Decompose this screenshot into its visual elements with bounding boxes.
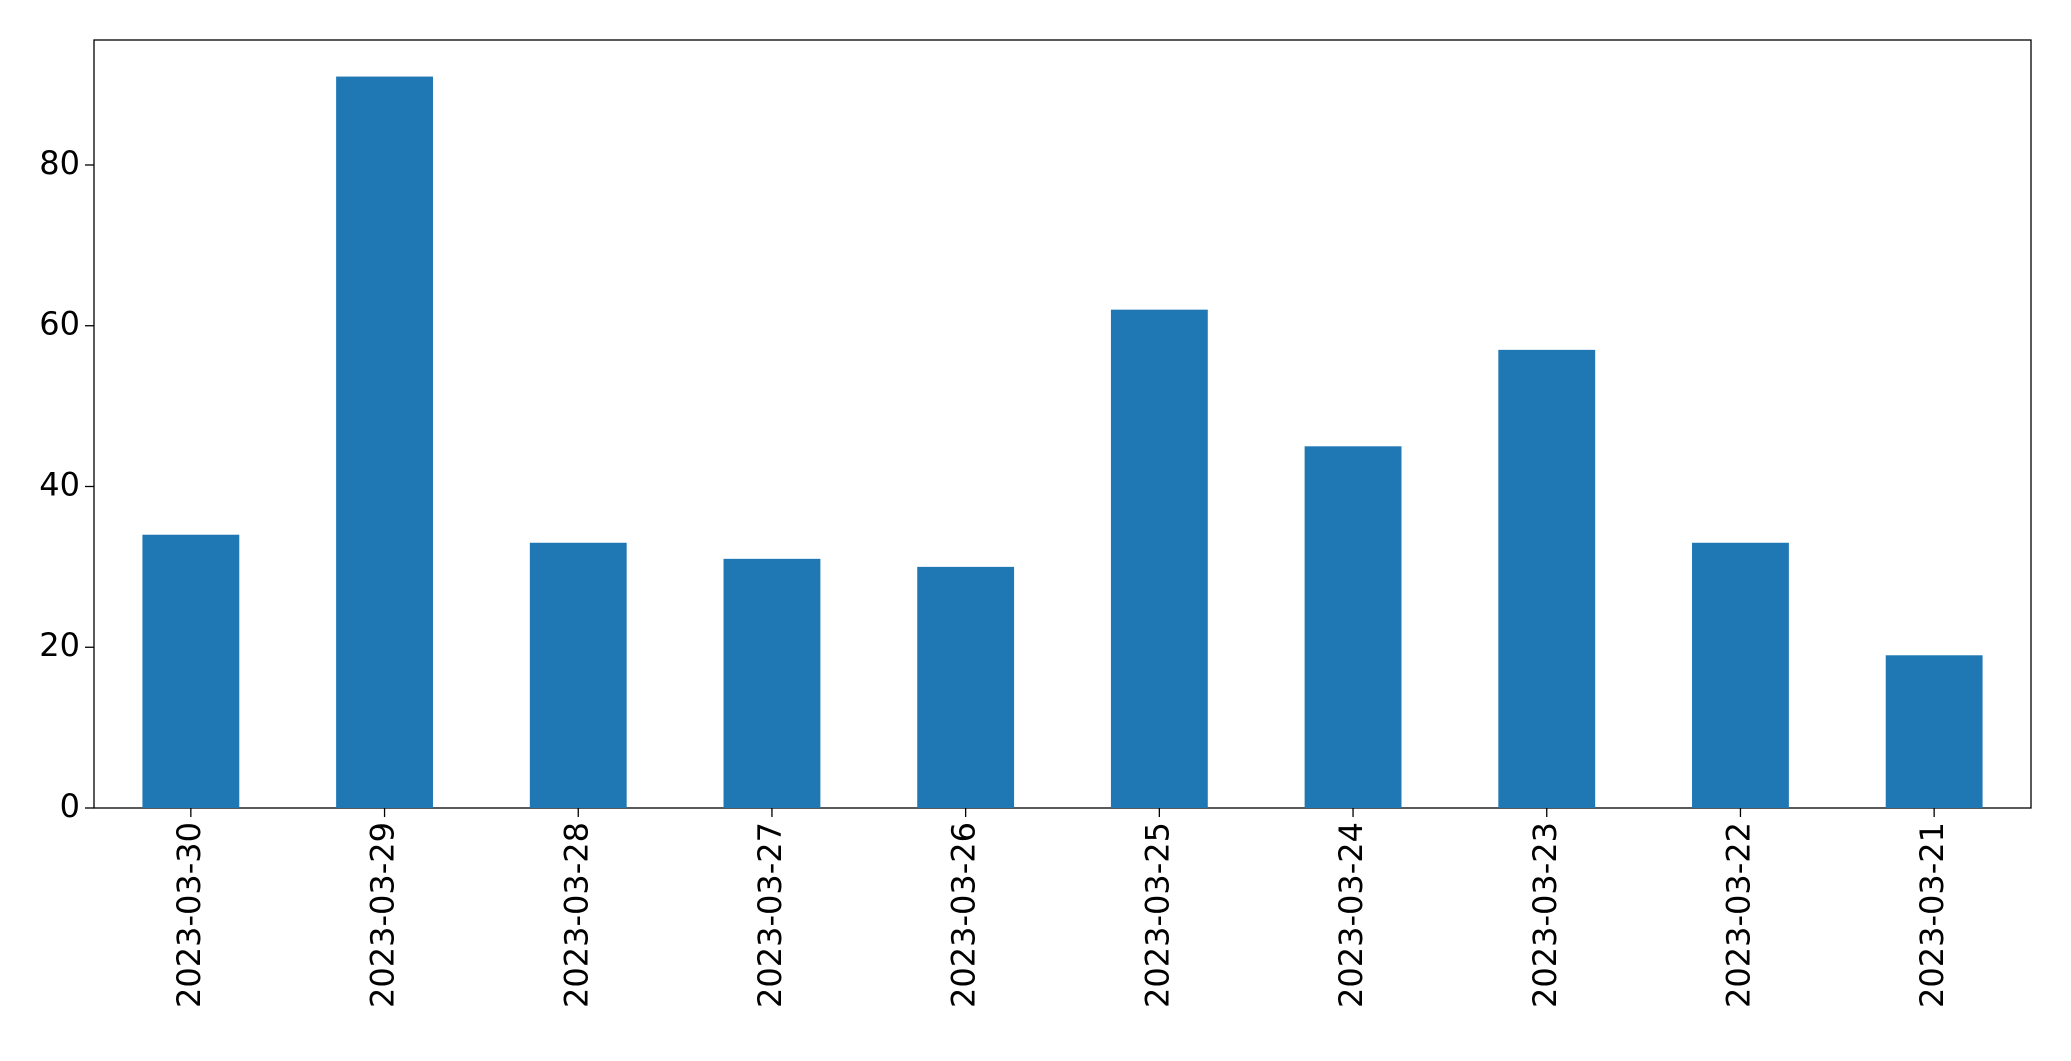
x-tick-label: 2023-03-27 [751, 822, 789, 1008]
x-tick-label: 2023-03-24 [1332, 822, 1370, 1008]
y-tick-label: 60 [39, 305, 80, 343]
y-tick-label: 40 [39, 465, 80, 503]
x-tick-label: 2023-03-22 [1719, 822, 1757, 1008]
y-tick-label: 80 [39, 144, 80, 182]
bar [142, 534, 240, 808]
bar [723, 558, 821, 808]
x-tick-label: 2023-03-23 [1526, 822, 1564, 1008]
bar [336, 76, 433, 809]
plot-frame [93, 39, 2032, 809]
bar [1692, 542, 1789, 808]
bar [917, 566, 1015, 808]
bar [1885, 655, 1983, 808]
y-tick-label: 0 [60, 787, 80, 825]
bar [1498, 349, 1596, 808]
bar [1304, 446, 1402, 808]
x-tick-label: 2023-03-30 [170, 822, 208, 1008]
x-tick-label: 2023-03-25 [1138, 822, 1176, 1008]
bar [529, 542, 627, 808]
x-tick-label: 2023-03-28 [557, 822, 595, 1008]
bar [1110, 309, 1208, 808]
y-tick-label: 20 [39, 626, 80, 664]
x-tick-label: 2023-03-26 [945, 822, 983, 1008]
x-tick-label: 2023-03-29 [364, 822, 402, 1008]
x-tick-label: 2023-03-21 [1913, 822, 1951, 1008]
